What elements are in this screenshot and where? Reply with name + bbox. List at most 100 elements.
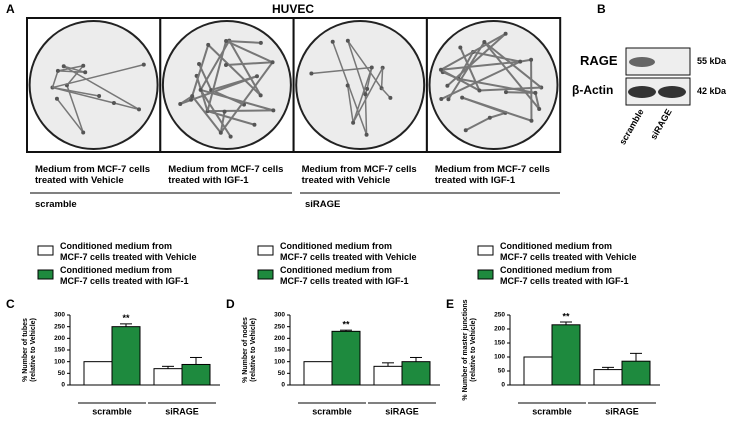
legend-swatch <box>37 245 54 256</box>
tube <box>346 85 354 123</box>
bar <box>111 326 141 386</box>
tube <box>56 98 84 133</box>
panel-label: E <box>446 297 455 311</box>
tube <box>380 67 384 89</box>
tube <box>489 111 506 119</box>
cell-node <box>258 93 263 98</box>
cell-node <box>482 39 487 44</box>
y-tick-label: 0 <box>501 382 505 389</box>
tube <box>113 102 140 111</box>
cell-node <box>529 57 534 62</box>
cell-node <box>54 96 59 101</box>
cell-node <box>369 65 374 70</box>
y-axis-label: % Number of master junctions (relative t… <box>462 299 478 401</box>
tube <box>483 41 540 110</box>
panel-label: A <box>6 2 15 16</box>
cell-node <box>458 45 463 50</box>
cell-node <box>477 88 482 93</box>
y-tick-label: 100 <box>494 354 505 361</box>
panel-label: D <box>226 297 235 311</box>
legend-swatch <box>477 245 494 256</box>
cell-node <box>446 97 451 102</box>
group-label: scramble <box>35 199 77 210</box>
tube <box>352 67 384 124</box>
lane-label: siRAGE <box>648 107 673 141</box>
cell-node <box>190 94 195 99</box>
y-tick-label: 0 <box>281 382 285 389</box>
cell-node <box>206 42 211 47</box>
band <box>629 57 655 67</box>
y-tick-label: 100 <box>274 358 285 365</box>
cell-node <box>252 122 257 127</box>
group-label: siRAGE <box>305 199 341 210</box>
tube <box>458 77 536 94</box>
tube <box>225 40 273 64</box>
panel-title: HUVEC <box>272 2 314 16</box>
cell-node <box>218 130 223 135</box>
tube <box>219 61 274 134</box>
cell-node <box>529 118 534 123</box>
micrograph <box>28 20 159 150</box>
bar <box>551 324 581 386</box>
bar <box>331 330 361 386</box>
legend-label: Conditioned medium from MCF-7 cells trea… <box>500 241 637 262</box>
y-tick-label: 200 <box>274 335 285 342</box>
cell-node <box>330 39 335 44</box>
tube <box>440 60 521 71</box>
cell-node <box>438 67 443 72</box>
y-tick-label: 150 <box>274 347 285 354</box>
cell-node <box>439 97 444 102</box>
cell-node <box>351 120 356 125</box>
cell-node <box>365 86 370 91</box>
image-caption: Medium from MCF-7 cells treated with IGF… <box>168 164 284 187</box>
tube <box>206 40 228 112</box>
legend-label: Conditioned medium from MCF-7 cells trea… <box>280 265 409 286</box>
cell-node <box>309 71 314 76</box>
cell-node <box>363 92 368 97</box>
cell-node <box>197 62 202 67</box>
bar <box>181 363 211 386</box>
blot-size: 55 kDa <box>697 56 727 66</box>
image-caption: Medium from MCF-7 cells treated with Veh… <box>301 164 417 187</box>
y-tick-label: 50 <box>58 370 66 377</box>
tube <box>190 44 210 100</box>
cell-node <box>198 87 203 92</box>
tube <box>479 86 542 92</box>
y-tick-label: 250 <box>494 312 505 319</box>
cell-node <box>445 83 450 88</box>
tube <box>440 32 507 71</box>
y-tick-label: 300 <box>274 312 285 319</box>
tube <box>472 51 521 63</box>
cell-node <box>503 90 508 95</box>
legend-swatch <box>257 245 274 256</box>
cell-node <box>345 38 350 43</box>
y-axis-label: % Number of tubes (relative to Vehicle) <box>22 318 38 382</box>
x-tick-label: siRAGE <box>605 406 639 416</box>
x-tick-label: siRAGE <box>165 406 199 416</box>
micrograph <box>295 20 426 150</box>
legend-label: Conditioned medium from MCF-7 cells trea… <box>60 265 189 286</box>
band <box>628 86 656 98</box>
tube <box>66 85 84 133</box>
tube <box>465 116 491 132</box>
cell-node <box>487 115 492 120</box>
panel-label: C <box>6 297 15 311</box>
blot-size: 42 kDa <box>697 86 727 96</box>
bar <box>153 368 183 386</box>
blot-protein: RAGE <box>580 53 618 68</box>
cell-node <box>518 59 523 64</box>
y-tick-label: 50 <box>278 370 286 377</box>
legend-swatch <box>257 269 274 280</box>
significance: ** <box>562 311 570 321</box>
cell-node <box>141 62 146 67</box>
tube <box>225 61 273 67</box>
tube <box>219 111 226 133</box>
tube <box>57 65 84 72</box>
y-tick-label: 300 <box>54 312 65 319</box>
cell-node <box>224 38 229 43</box>
image-caption: Medium from MCF-7 cells treated with IGF… <box>434 164 550 187</box>
tube <box>57 70 86 74</box>
tube <box>179 95 193 105</box>
legend-swatch <box>37 269 54 280</box>
bar <box>523 356 553 386</box>
